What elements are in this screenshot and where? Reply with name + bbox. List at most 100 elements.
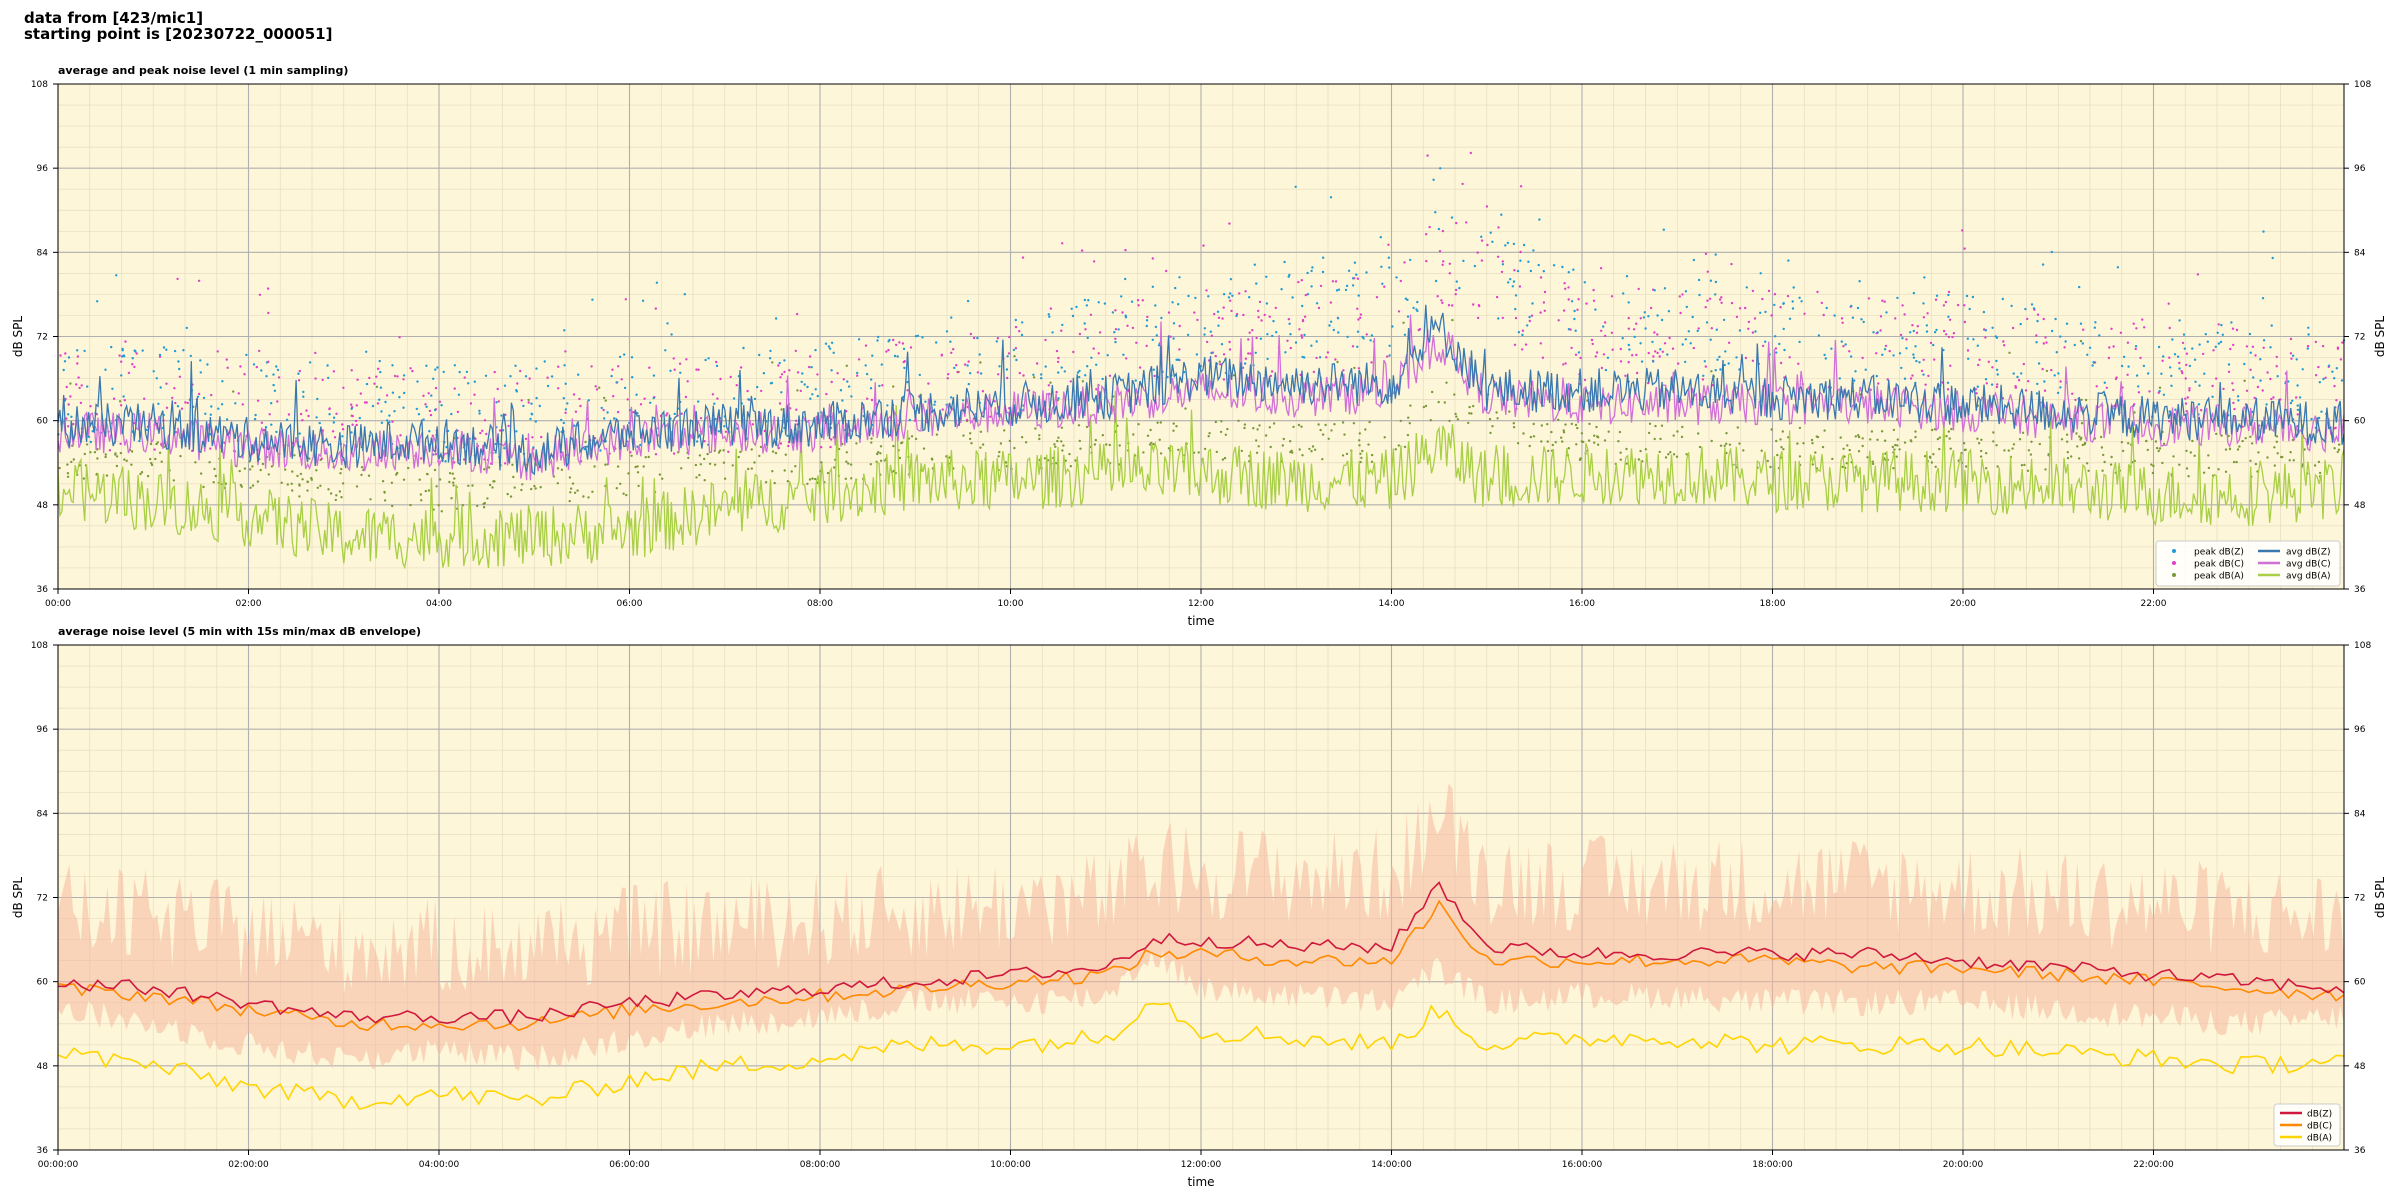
peak-point	[403, 391, 406, 395]
x-tick-label: 00:00:00	[38, 1160, 79, 1170]
peak-point	[2217, 323, 2220, 326]
peak-point	[350, 403, 353, 406]
peak-point	[1517, 331, 1521, 334]
peak-point	[1301, 318, 1305, 322]
peak-point	[2030, 440, 2033, 443]
peak-point	[830, 341, 834, 344]
peak-point	[176, 405, 180, 408]
peak-point	[1134, 379, 1137, 382]
peak-point	[686, 380, 689, 383]
peak-point	[2259, 379, 2262, 382]
peak-point	[1643, 311, 1647, 314]
peak-point	[770, 381, 774, 385]
peak-point	[1353, 366, 1356, 370]
peak-point	[637, 484, 640, 488]
peak-point	[1298, 448, 1301, 451]
peak-point	[2324, 376, 2327, 379]
peak-point	[796, 371, 800, 374]
peak-point	[435, 485, 438, 488]
peak-point	[695, 476, 698, 479]
peak-point	[1701, 378, 1705, 381]
peak-point	[1301, 355, 1304, 359]
peak-point	[1247, 338, 1250, 341]
peak-point	[474, 437, 477, 440]
peak-point	[579, 404, 582, 408]
peak-point	[881, 384, 884, 387]
peak-point	[1692, 258, 1696, 262]
peak-point	[285, 418, 289, 421]
peak-point	[402, 406, 405, 409]
peak-point	[104, 453, 108, 456]
peak-point	[1126, 324, 1129, 327]
peak-point	[1005, 368, 1009, 371]
peak-point	[1184, 407, 1187, 410]
peak-point	[1221, 458, 1225, 461]
peak-point	[1753, 317, 1757, 320]
peak-point	[1265, 275, 1268, 278]
peak-point	[1715, 328, 1719, 331]
peak-point	[1788, 317, 1792, 320]
peak-point	[1470, 412, 1473, 415]
peak-point	[2266, 456, 2269, 459]
peak-point	[89, 451, 92, 454]
peak-point	[2339, 358, 2343, 361]
peak-point	[501, 429, 505, 432]
peak-point	[298, 369, 301, 373]
peak-point	[1229, 278, 1233, 281]
peak-point	[2035, 334, 2038, 337]
peak-point	[582, 495, 585, 498]
peak-point	[1159, 452, 1163, 455]
peak-point	[1654, 424, 1657, 428]
peak-point	[1257, 445, 1260, 448]
peak-point	[1925, 324, 1929, 327]
peak-point	[159, 386, 162, 389]
peak-point	[452, 484, 455, 487]
x-tick-label: 10:00:00	[990, 1160, 1031, 1170]
peak-point	[1254, 351, 1257, 354]
peak-point	[127, 371, 131, 375]
peak-point	[1415, 308, 1418, 311]
peak-point	[494, 451, 497, 454]
peak-point	[771, 361, 774, 364]
peak-point	[556, 482, 559, 485]
peak-point	[783, 359, 786, 362]
peak-point	[906, 380, 909, 384]
peak-point	[719, 449, 722, 452]
peak-point	[1710, 439, 1713, 443]
peak-point	[1678, 295, 1682, 298]
peak-point	[1966, 337, 1970, 340]
peak-point	[209, 447, 212, 450]
peak-point	[1980, 438, 1983, 441]
peak-point	[1429, 419, 1433, 422]
peak-point	[670, 333, 673, 336]
peak-point	[1764, 310, 1767, 314]
peak-point	[1883, 348, 1887, 351]
peak-point	[429, 413, 433, 417]
minmax-envelope	[58, 783, 2344, 1071]
peak-point	[154, 457, 157, 461]
peak-point	[1528, 444, 1531, 448]
peak-point	[2333, 384, 2336, 388]
peak-point	[1800, 300, 1803, 303]
peak-point	[993, 400, 996, 403]
peak-point	[1448, 419, 1451, 423]
peak-point	[486, 497, 489, 500]
x-tick-label: 22:00:00	[2133, 1160, 2174, 1170]
peak-point	[420, 499, 423, 502]
peak-point	[2056, 391, 2060, 395]
peak-point	[2065, 433, 2069, 436]
peak-point	[2160, 372, 2163, 375]
peak-point	[245, 353, 248, 357]
peak-point	[1803, 312, 1806, 315]
peak-point	[381, 480, 385, 483]
peak-point	[1294, 341, 1298, 344]
peak-point	[2137, 391, 2141, 394]
x-tick-label: 00:00	[45, 599, 71, 609]
peak-point	[1311, 445, 1315, 448]
peak-point	[119, 442, 122, 445]
peak-point	[902, 347, 906, 351]
peak-point	[58, 466, 61, 470]
peak-point	[182, 349, 185, 352]
peak-point	[1952, 332, 1956, 335]
peak-point	[2147, 372, 2150, 375]
